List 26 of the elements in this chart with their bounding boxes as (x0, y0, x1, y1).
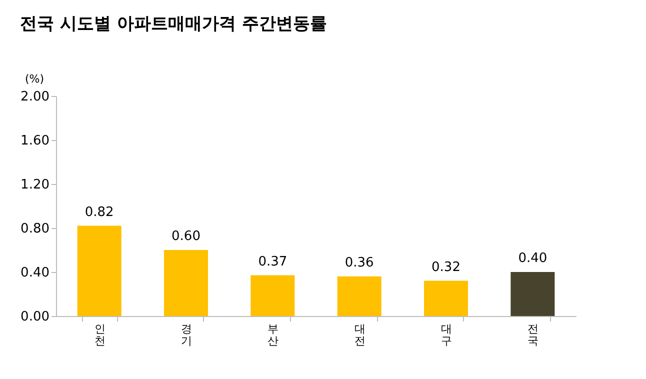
data-label: 0.32 (432, 260, 460, 275)
y-tick-label: 0.00 (20, 310, 50, 324)
x-tick-label: 전국 (528, 322, 539, 348)
data-label: 0.60 (172, 229, 200, 244)
bar (424, 280, 468, 316)
x-tick-label: 경기 (181, 322, 192, 348)
bar (510, 272, 555, 316)
data-label: 0.40 (518, 251, 548, 266)
y-tick-label: 0.80 (20, 222, 50, 236)
y-tick-label: 1.60 (20, 134, 50, 148)
y-tick-label: 2.00 (20, 90, 50, 104)
data-label: 0.37 (258, 254, 288, 270)
x-tick-label: 대전 (354, 322, 366, 348)
data-label: 0.36 (344, 255, 374, 270)
y-tick-label: 0.40 (20, 266, 50, 280)
y-axis-title: (%) (24, 72, 44, 86)
bar (337, 276, 382, 316)
x-tick-label: 대구 (441, 322, 452, 348)
bar (77, 226, 122, 316)
chart-title: 전국 시도별 아파트매매가격 주간변동률 (20, 14, 327, 34)
bar (164, 250, 208, 316)
x-tick-label: 부산 (268, 322, 279, 348)
x-tick-label: 인천 (94, 322, 106, 348)
y-tick-label: 1.20 (20, 178, 50, 192)
data-label: 0.82 (84, 204, 114, 220)
bar (250, 275, 295, 316)
